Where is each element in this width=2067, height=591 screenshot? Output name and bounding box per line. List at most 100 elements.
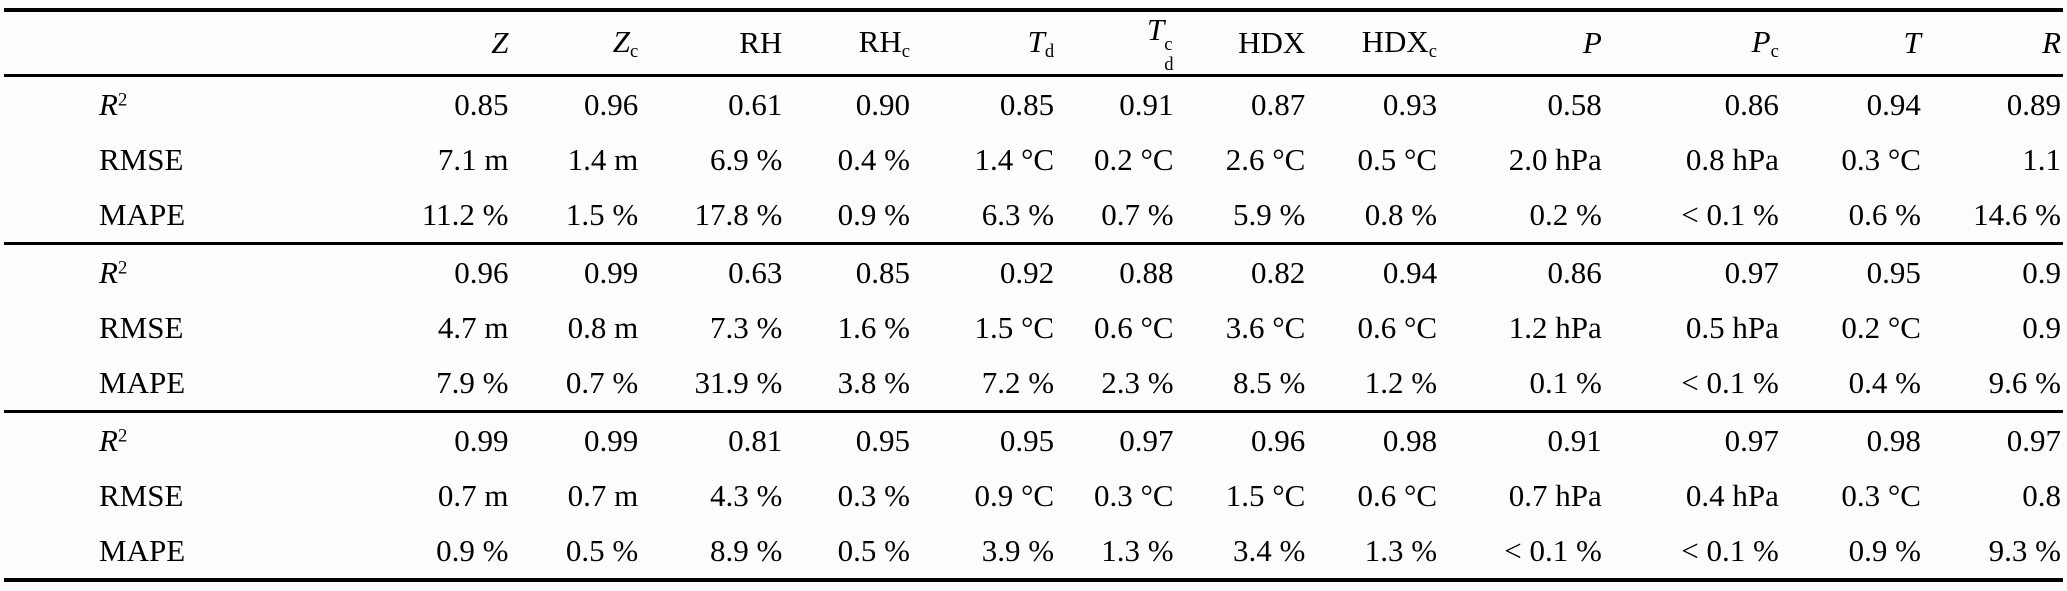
table-cell-rhc: 0.95 [855, 422, 910, 458]
table-cell-p: 0.58 [1547, 86, 1602, 122]
table-cell-z: 7.1 m [437, 141, 509, 177]
table-cell-hdx: 1.5 °C [1225, 477, 1306, 513]
column-header-zc-subscript: c [629, 40, 639, 62]
table-cell-p: < 0.1 % [1504, 532, 1602, 568]
table-cell-r: 0.9 [2022, 309, 2061, 345]
table-cell-pc: < 0.1 % [1681, 532, 1779, 568]
column-header-t-text: T [1903, 25, 1921, 61]
row-label: MAPE [4, 523, 292, 580]
table-cell-t: 0.3 °C [1841, 141, 1921, 177]
table-cell-td: 0.85 [999, 86, 1055, 122]
table-cell-p: 1.2 hPa [1508, 309, 1602, 345]
row-label: MAPE [4, 355, 292, 412]
table-cell-r: 0.97 [2006, 422, 2061, 458]
row-label-superscript: 2 [117, 257, 128, 279]
table-cell-zc: 0.96 [583, 86, 639, 122]
column-header-p-text: P [1582, 25, 1602, 61]
column-header-p: P [1439, 10, 1604, 76]
table-cell-rhc: 0.4 % [837, 141, 910, 177]
table-cell-t: 0.98 [1866, 422, 1921, 458]
row-label: RMSE [4, 300, 292, 355]
table-cell-r: 0.89 [2006, 86, 2061, 122]
table-cell-td: 0.9 °C [974, 477, 1055, 513]
table-cell-pc: < 0.1 % [1681, 364, 1779, 400]
table-cell-tdc: 0.3 °C [1093, 477, 1174, 513]
row-label-text: MAPE [99, 364, 186, 400]
table-cell-hdx: 0.82 [1251, 254, 1306, 290]
table-cell-hdxc: 1.3 % [1364, 532, 1438, 568]
metrics-block-2: R2 0.96 0.99 0.63 0.85 0.92 0.88 0.82 0.94 0.86 0.… [4, 243, 2063, 412]
table-cell-hdxc: 0.5 °C [1357, 141, 1438, 177]
table-cell-z: 0.96 [454, 254, 509, 290]
table-cell-zc: 1.5 % [565, 196, 639, 232]
table-row: RMSE 4.7 m 0.8 m 7.3 % 1.6 % 1.5 °C 0.6 °C 3.6 … [4, 300, 2063, 355]
table-cell-zc: 1.4 m [567, 141, 639, 177]
table-cell-hdxc: 1.2 % [1364, 364, 1438, 400]
table-cell-rhc: 1.6 % [837, 309, 910, 345]
table-cell-hdxc: 0.94 [1382, 254, 1438, 290]
table-cell-hdx: 2.6 °C [1225, 141, 1306, 177]
column-header-r-text: R [2042, 25, 2061, 61]
table-cell-t: 0.2 °C [1841, 309, 1921, 345]
column-header-zc: Zc [511, 10, 641, 76]
table-cell-r: 1.1 [2022, 141, 2061, 177]
table-cell-pc: 0.97 [1724, 254, 1779, 290]
column-header-zc-text: Z [612, 23, 630, 59]
table-cell-tdc: 0.91 [1119, 86, 1174, 122]
table-cell-td: 0.95 [999, 422, 1055, 458]
table-cell-zc: 0.99 [583, 422, 639, 458]
table-row: R2 0.99 0.99 0.81 0.95 0.95 0.97 0.96 0.98 0.91 0.… [4, 412, 2063, 469]
row-label-text: R [99, 86, 118, 122]
row-label-text: MAPE [99, 532, 186, 568]
table-row: MAPE 0.9 % 0.5 % 8.9 % 0.5 % 3.9 % 1.3 % 3.4 % 1… [4, 523, 2063, 580]
column-header-td-text: T [1027, 23, 1045, 59]
table-cell-p: 0.7 hPa [1508, 477, 1602, 513]
row-label-superscript: 2 [117, 89, 128, 111]
table-cell-hdx: 0.96 [1251, 422, 1306, 458]
table-cell-tdc: 0.97 [1119, 422, 1174, 458]
column-header-z-text: Z [491, 25, 509, 61]
table-cell-tdc: 2.3 % [1101, 364, 1174, 400]
table-cell-z: 4.7 m [437, 309, 509, 345]
row-label: RMSE [4, 132, 292, 187]
column-header-pc: Pc [1604, 10, 1781, 76]
table-row: RMSE 7.1 m 1.4 m 6.9 % 0.4 % 1.4 °C 0.2 °C 2.6 … [4, 132, 2063, 187]
table-cell-t: 0.95 [1866, 254, 1921, 290]
table-cell-p: 2.0 hPa [1508, 141, 1602, 177]
table-cell-p: 0.1 % [1529, 364, 1602, 400]
table-cell-p: 0.86 [1547, 254, 1602, 290]
table-cell-tdc: 1.3 % [1101, 532, 1174, 568]
table-cell-t: 0.4 % [1848, 364, 1921, 400]
table-cell-t: 0.6 % [1848, 196, 1921, 232]
row-label-text: RMSE [99, 309, 184, 345]
table-cell-pc: < 0.1 % [1681, 196, 1779, 232]
column-header-hdxc-subscript: c [1428, 40, 1438, 62]
row-label-text: RMSE [99, 477, 184, 513]
column-header-td-subscript: d [1044, 40, 1055, 62]
table-cell-hdx: 0.87 [1251, 86, 1306, 122]
column-header-tdc-subscript: d [1164, 53, 1174, 75]
table-cell-rh: 6.9 % [710, 141, 783, 177]
table-row: MAPE 11.2 % 1.5 % 17.8 % 0.9 % 6.3 % 0.7 % 5.9 … [4, 187, 2063, 244]
row-label: RMSE [4, 468, 292, 523]
table-cell-rhc: 0.85 [855, 254, 910, 290]
table-cell-t: 0.3 °C [1841, 477, 1921, 513]
table-cell-hdx: 8.5 % [1232, 364, 1306, 400]
table-cell-zc: 0.7 % [565, 364, 639, 400]
table-cell-hdxc: 0.98 [1382, 422, 1438, 458]
column-header-hdx: HDX [1176, 10, 1308, 76]
table-cell-z: 0.85 [454, 86, 509, 122]
table-cell-hdx: 3.4 % [1232, 532, 1306, 568]
column-header-t: T [1781, 10, 1923, 76]
table-cell-r: 0.8 [2022, 477, 2061, 513]
table-cell-td: 7.2 % [981, 364, 1055, 400]
column-header-tdc-superscript: c [1164, 34, 1173, 56]
table-cell-hdx: 3.6 °C [1225, 309, 1306, 345]
table-cell-t: 0.94 [1866, 86, 1921, 122]
table-cell-pc: 0.8 hPa [1685, 141, 1779, 177]
column-header-hdxc: HDXc [1307, 10, 1439, 76]
